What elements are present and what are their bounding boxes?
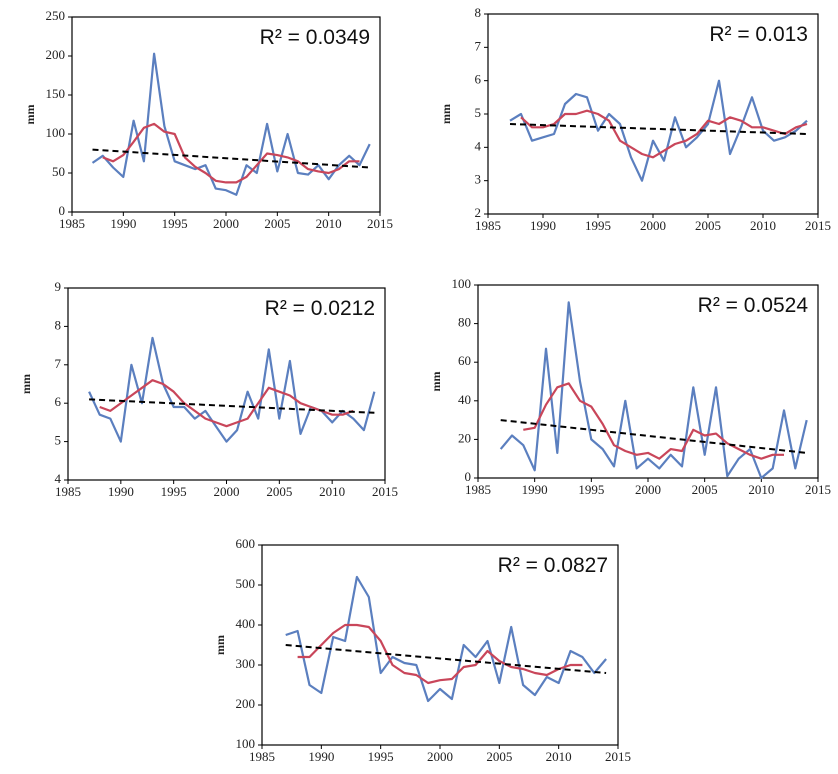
- annotation: R² = 0.0349: [260, 26, 370, 49]
- x-tick-label: 2000: [635, 482, 661, 497]
- data-line: [297, 623, 583, 685]
- x-tick-label: 2000: [427, 749, 453, 764]
- x-tick-label: 1985: [475, 218, 501, 233]
- y-tick-label: 3: [475, 172, 482, 187]
- x-tick-label: 2010: [316, 216, 342, 231]
- chart: 2 3 4 5 6 7 8 1985 1990 1995 2000 2005 2010 2015 mm R² …: [439, 5, 831, 233]
- x-tick-label: 2010: [319, 484, 345, 499]
- x-tick-label: 2015: [805, 482, 831, 497]
- x-tick-label: 2000: [214, 484, 240, 499]
- y-axis-label: mm: [213, 635, 227, 655]
- y-tick-label: 300: [236, 656, 256, 671]
- y-axis-label: mm: [429, 372, 443, 392]
- y-tick-label: 400: [236, 616, 256, 631]
- x-tick-label: 2015: [372, 484, 398, 499]
- annotation: R² = 0.0524: [698, 294, 809, 317]
- x-tick-label: 1985: [55, 484, 81, 499]
- x-tick-label: 2010: [748, 482, 774, 497]
- y-tick-label: 60: [458, 353, 471, 368]
- x-tick-label: 2005: [695, 218, 721, 233]
- y-tick-label: 7: [475, 38, 482, 53]
- x-tick-label: 1985: [59, 216, 85, 231]
- data-line: [99, 379, 354, 428]
- y-axis-label: mm: [439, 104, 453, 124]
- x-tick-label: 2015: [805, 218, 831, 233]
- annotation: R² = 0.0212: [265, 297, 375, 320]
- x-tick-label: 2005: [486, 749, 512, 764]
- x-tick-label: 2005: [266, 484, 292, 499]
- y-tick-label: 100: [236, 736, 256, 751]
- x-tick-label: 2000: [213, 216, 239, 231]
- data-line: [520, 109, 808, 159]
- y-tick-label: 8: [475, 5, 482, 20]
- y-tick-label: 250: [46, 8, 66, 23]
- y-tick-label: 7: [55, 356, 62, 371]
- x-tick-label: 2015: [367, 216, 393, 231]
- y-tick-label: 0: [465, 469, 472, 484]
- x-tick-label: 2010: [546, 749, 572, 764]
- data-line: [88, 336, 376, 443]
- x-tick-label: 2005: [692, 482, 718, 497]
- data-line: [523, 382, 784, 460]
- y-axis-label: mm: [19, 374, 33, 394]
- x-tick-label: 1995: [578, 482, 604, 497]
- y-tick-label: 80: [458, 315, 471, 330]
- y-tick-label: 5: [475, 105, 482, 120]
- y-tick-label: 0: [59, 203, 66, 218]
- y-tick-label: 9: [55, 279, 62, 294]
- data-line: [499, 301, 808, 480]
- y-tick-label: 200: [46, 47, 66, 62]
- y-tick-label: 100: [46, 125, 66, 140]
- x-tick-label: 1985: [249, 749, 275, 764]
- chart: 4 5 6 7 8 9 1985 1990 1995 2000 2005 2010 2015 mm R² =…: [19, 279, 398, 499]
- trend-line: [500, 419, 807, 454]
- annotation: R² = 0.0827: [498, 554, 608, 577]
- y-tick-label: 8: [55, 317, 62, 332]
- chart: 0 20 40 60 80 100 1985 1990 1995 2000 2005 2010 2015…: [429, 276, 831, 497]
- data-line: [509, 79, 808, 182]
- chart: 100 200 300 400 500 600 1985 1990 1995 2000 2005 20…: [213, 536, 631, 764]
- x-tick-label: 1990: [110, 216, 136, 231]
- y-tick-label: 200: [236, 696, 256, 711]
- trend-line: [92, 148, 370, 169]
- x-tick-label: 1995: [162, 216, 188, 231]
- trend-line: [89, 398, 375, 414]
- x-tick-label: 2010: [750, 218, 776, 233]
- y-tick-label: 20: [458, 430, 471, 445]
- chart: 0 50 100 150 200 250 1985 1990 1995 2000 2005 2010 2…: [23, 8, 393, 231]
- y-tick-label: 4: [475, 138, 482, 153]
- x-tick-label: 1995: [585, 218, 611, 233]
- y-tick-label: 40: [458, 392, 471, 407]
- x-tick-label: 1990: [522, 482, 548, 497]
- y-tick-label: 5: [55, 433, 62, 448]
- x-tick-label: 1985: [465, 482, 491, 497]
- data-line: [102, 122, 360, 184]
- x-tick-label: 1995: [368, 749, 394, 764]
- data-line: [285, 575, 607, 703]
- x-tick-label: 1990: [308, 749, 334, 764]
- y-tick-label: 600: [236, 536, 256, 551]
- x-tick-label: 2005: [264, 216, 290, 231]
- x-tick-label: 1990: [108, 484, 134, 499]
- y-tick-label: 150: [46, 86, 66, 101]
- y-tick-label: 100: [452, 276, 472, 291]
- y-tick-label: 50: [52, 164, 65, 179]
- x-tick-label: 2015: [605, 749, 631, 764]
- y-axis-label: mm: [23, 105, 37, 125]
- y-tick-label: 4: [55, 471, 62, 486]
- x-tick-label: 2000: [640, 218, 666, 233]
- y-tick-label: 2: [475, 205, 482, 220]
- x-tick-label: 1995: [161, 484, 187, 499]
- y-tick-label: 6: [475, 72, 482, 87]
- y-tick-label: 500: [236, 576, 256, 591]
- y-tick-label: 6: [55, 394, 62, 409]
- x-tick-label: 1990: [530, 218, 556, 233]
- trend-line: [285, 644, 607, 674]
- annotation: R² = 0.013: [709, 23, 808, 46]
